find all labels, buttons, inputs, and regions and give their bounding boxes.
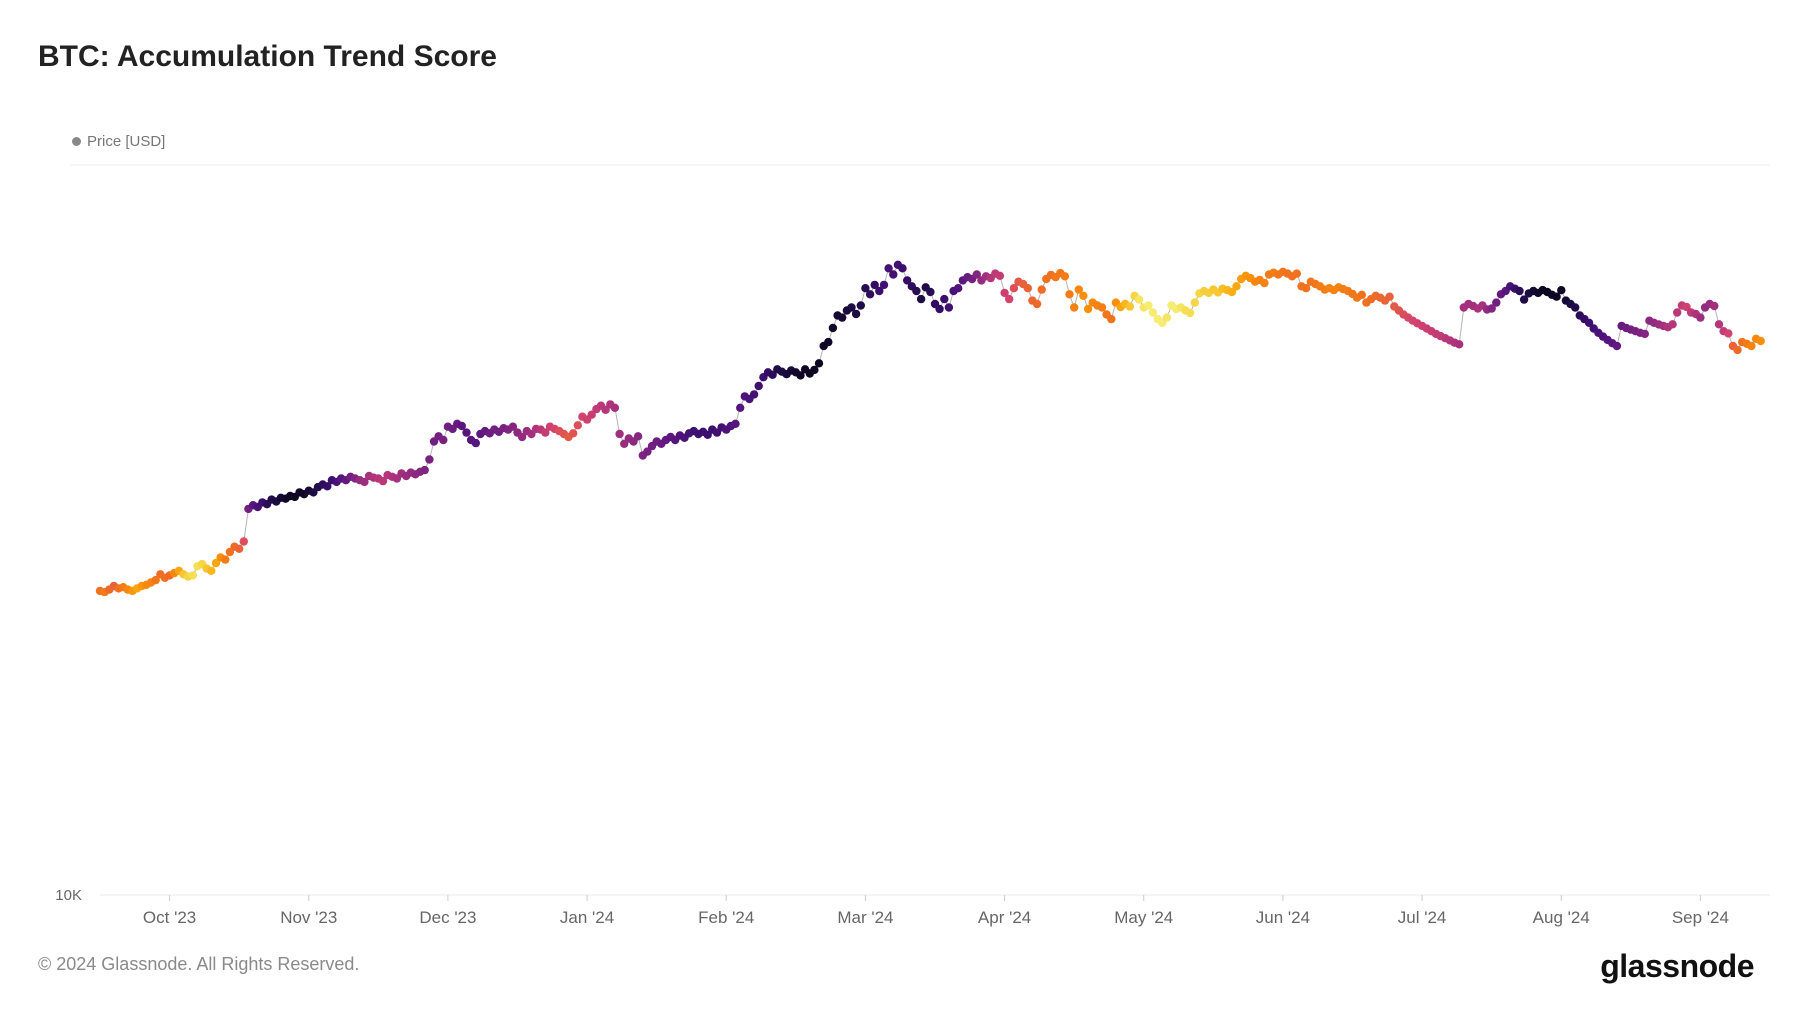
chart-canvas: 10K Oct '23 Nov '23 Dec '23 Jan '24 Feb '24 Ma… bbox=[0, 0, 1800, 1013]
svg-text:Jan '24: Jan '24 bbox=[560, 908, 614, 927]
svg-text:Aug '24: Aug '24 bbox=[1533, 908, 1590, 927]
svg-text:Sep '24: Sep '24 bbox=[1672, 908, 1729, 927]
brand-logo: glassnode bbox=[1600, 948, 1754, 985]
svg-text:Mar '24: Mar '24 bbox=[837, 908, 893, 927]
svg-text:May '24: May '24 bbox=[1114, 908, 1173, 927]
svg-text:Jun '24: Jun '24 bbox=[1256, 908, 1310, 927]
svg-text:Feb '24: Feb '24 bbox=[698, 908, 754, 927]
svg-text:10K: 10K bbox=[55, 887, 82, 904]
copyright-text: © 2024 Glassnode. All Rights Reserved. bbox=[38, 954, 359, 975]
svg-text:Dec '23: Dec '23 bbox=[419, 908, 476, 927]
svg-text:Apr '24: Apr '24 bbox=[978, 908, 1031, 927]
svg-text:Oct '23: Oct '23 bbox=[143, 908, 196, 927]
svg-text:Nov '23: Nov '23 bbox=[280, 908, 337, 927]
svg-text:Jul '24: Jul '24 bbox=[1398, 908, 1447, 927]
